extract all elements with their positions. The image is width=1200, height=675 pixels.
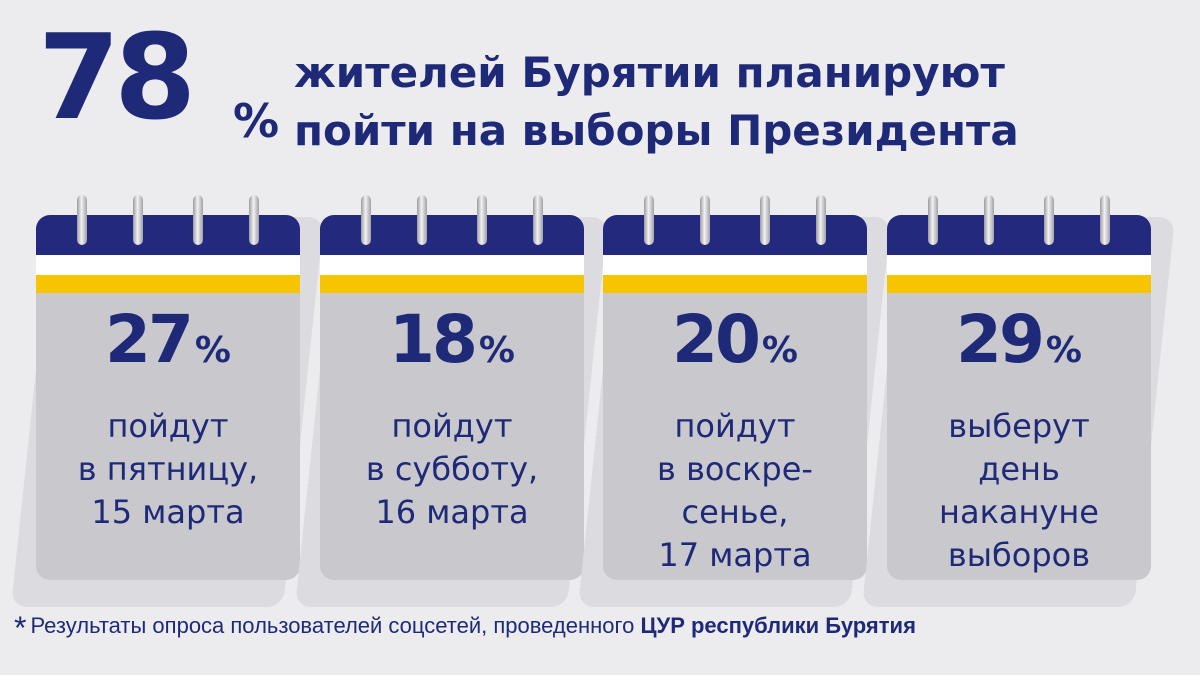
card-description-line: 15 марта — [91, 493, 245, 531]
footnote-source: ЦУР республики Бурятия — [640, 613, 916, 638]
calendar-ring-icon — [813, 195, 829, 249]
card-percent-sign: % — [478, 330, 515, 371]
footnote-text: Результаты опроса пользователей соцсетей… — [30, 613, 641, 638]
card-percent-sign: % — [761, 330, 798, 371]
calendar-card-saturday: 18% пойдут в субботу, 16 марта — [295, 195, 608, 607]
calendar-white-band — [603, 255, 867, 275]
card-percent-number: 27 — [105, 301, 194, 378]
card-description-line: выборов — [947, 536, 1091, 574]
footnote: * Результаты опроса пользователей соцсете… — [14, 610, 1194, 647]
card-description: выберут день накануне выборов — [887, 405, 1151, 577]
card-description-line: 17 марта — [658, 536, 812, 574]
calendar-card-eve: 29% выберут день накануне выборов — [862, 195, 1175, 607]
calendar-yellow-band — [320, 275, 584, 293]
calendar-yellow-band — [603, 275, 867, 293]
calendar-yellow-band — [887, 275, 1151, 293]
card-description-line: выберут — [948, 407, 1090, 445]
card-description: пойдут в воскре- сенье, 17 марта — [603, 405, 867, 577]
calendar-card-friday: 27% пойдут в пятницу, 15 марта — [11, 195, 325, 607]
calendar-body — [36, 293, 300, 580]
calendar-header — [36, 215, 300, 255]
card-description-line: в пятницу, — [77, 450, 259, 488]
card-description-line: в воскре- — [657, 450, 813, 488]
card-description-line: пойдут — [107, 407, 229, 445]
calendar-body — [603, 293, 867, 580]
calendar-header — [603, 215, 867, 255]
card-description-line: пойдут — [391, 407, 513, 445]
calendar-ring-icon — [414, 195, 430, 249]
calendar-ring-icon — [925, 195, 941, 249]
calendar-ring-icon — [641, 195, 657, 249]
card-description-line: пойдут — [674, 407, 796, 445]
calendar-ring-icon — [358, 195, 374, 249]
calendar-yellow-band — [36, 275, 300, 293]
headline-line-1: жителей Бурятии планируют — [294, 48, 1005, 97]
calendar-ring-icon — [981, 195, 997, 249]
card-percent: 27% — [36, 307, 300, 373]
card-percent-number: 20 — [672, 301, 761, 378]
calendar-white-band — [36, 255, 300, 275]
card-percent: 29% — [887, 307, 1151, 373]
card-description-line: 16 марта — [375, 493, 529, 531]
calendar-ring-icon — [246, 195, 262, 249]
calendar-ring-icon — [190, 195, 206, 249]
calendar-ring-icon — [74, 195, 90, 249]
card-description-line: в субботу, — [365, 450, 539, 488]
calendar-body — [887, 293, 1151, 580]
headline: 78 % жителей Бурятии планируют пойти на … — [0, 0, 1200, 170]
card-percent-number: 18 — [389, 301, 478, 378]
calendar-white-band — [320, 255, 584, 275]
calendar-ring-icon — [474, 195, 490, 249]
calendar-header — [320, 215, 584, 255]
calendar-ring-icon — [697, 195, 713, 249]
calendar-card-sunday: 20% пойдут в воскре- сенье, 17 марта — [578, 195, 891, 607]
footnote-star: * — [14, 610, 27, 646]
card-percent: 18% — [320, 307, 584, 373]
card-description: пойдут в пятницу, 15 марта — [36, 405, 300, 534]
calendar-ring-icon — [130, 195, 146, 249]
calendar-ring-icon — [1097, 195, 1113, 249]
card-percent-sign: % — [1045, 330, 1082, 371]
calendar-ring-icon — [1041, 195, 1057, 249]
headline-line-2: пойти на выборы Президента — [294, 106, 1019, 155]
card-percent-sign: % — [194, 330, 231, 371]
calendar-body — [320, 293, 584, 580]
calendar-ring-icon — [757, 195, 773, 249]
calendar-ring-icon — [530, 195, 546, 249]
headline-percent-sign: % — [233, 94, 280, 148]
card-percent-number: 29 — [956, 301, 1045, 378]
calendar-white-band — [887, 255, 1151, 275]
card-description-line: накануне — [939, 493, 1099, 531]
headline-percent-number: 78 — [38, 8, 196, 146]
card-percent: 20% — [603, 307, 867, 373]
card-description-line: день — [978, 450, 1060, 488]
card-description-line: сенье, — [681, 493, 789, 531]
calendar-header — [887, 215, 1151, 255]
card-description: пойдут в субботу, 16 марта — [320, 405, 584, 534]
